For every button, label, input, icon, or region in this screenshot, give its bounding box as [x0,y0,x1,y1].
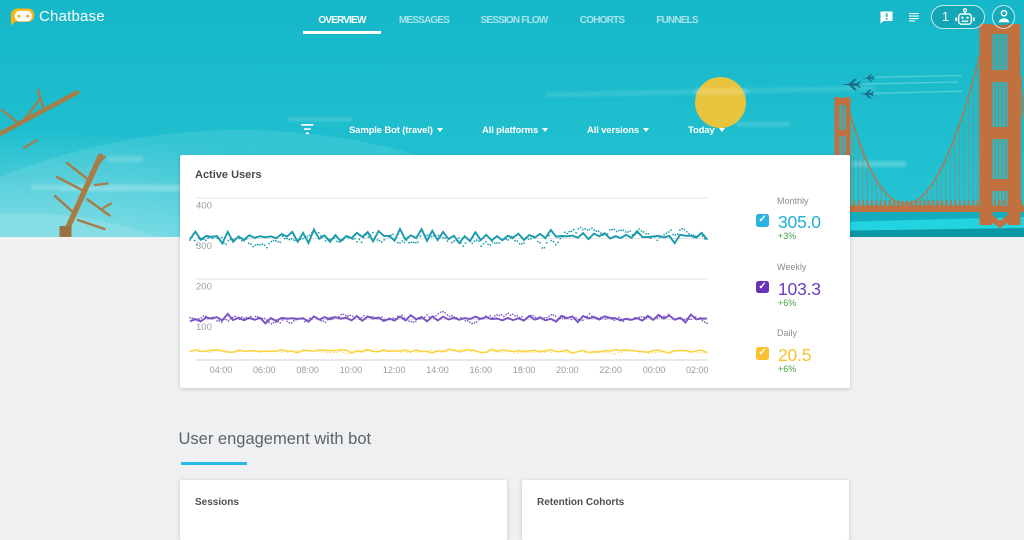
svg-text:06:00: 06:00 [253,365,276,375]
svg-text:16:00: 16:00 [470,365,493,375]
svg-text:22:00: 22:00 [599,365,622,375]
svg-text:14:00: 14:00 [426,365,449,375]
svg-text:20:00: 20:00 [556,365,579,375]
svg-text:18:00: 18:00 [513,365,536,375]
svg-text:100: 100 [196,322,212,333]
svg-text:400: 400 [196,201,212,212]
svg-text:10:00: 10:00 [340,365,363,375]
svg-text:02:00: 02:00 [686,365,709,375]
svg-text:04:00: 04:00 [210,365,233,375]
svg-text:200: 200 [196,282,212,293]
svg-text:12:00: 12:00 [383,365,406,375]
svg-text:08:00: 08:00 [296,365,319,375]
svg-text:300: 300 [196,241,212,252]
svg-text:00:00: 00:00 [643,365,666,375]
